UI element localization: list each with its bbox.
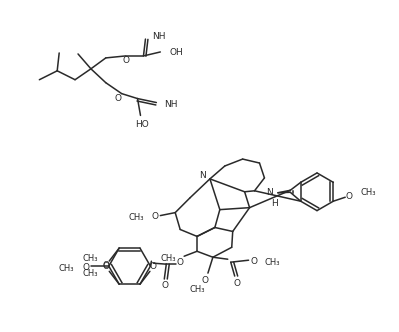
- Text: O: O: [103, 262, 110, 271]
- Text: O: O: [201, 276, 208, 285]
- Text: CH₃: CH₃: [265, 258, 280, 267]
- Text: CH₃: CH₃: [129, 213, 144, 222]
- Text: O: O: [152, 212, 159, 221]
- Text: CH₃: CH₃: [59, 264, 74, 273]
- Text: H: H: [272, 199, 278, 208]
- Text: O: O: [250, 257, 257, 266]
- Text: NH: NH: [164, 100, 178, 109]
- Text: CH₃: CH₃: [83, 269, 98, 279]
- Text: HO: HO: [136, 120, 149, 129]
- Text: O: O: [233, 279, 240, 288]
- Text: O: O: [149, 262, 156, 271]
- Text: CH₃: CH₃: [161, 254, 176, 263]
- Text: OH: OH: [169, 48, 183, 57]
- Text: CH₃: CH₃: [189, 286, 205, 294]
- Text: NH: NH: [152, 32, 166, 41]
- Text: N: N: [267, 188, 273, 197]
- Text: O: O: [103, 262, 110, 271]
- Text: O: O: [83, 263, 89, 272]
- Text: O: O: [346, 192, 353, 201]
- Text: CH₃: CH₃: [360, 188, 375, 197]
- Text: CH₃: CH₃: [83, 254, 98, 263]
- Text: O: O: [114, 94, 121, 103]
- Text: N: N: [200, 171, 206, 180]
- Text: O: O: [177, 258, 184, 267]
- Text: O: O: [122, 56, 129, 65]
- Text: O: O: [162, 282, 169, 290]
